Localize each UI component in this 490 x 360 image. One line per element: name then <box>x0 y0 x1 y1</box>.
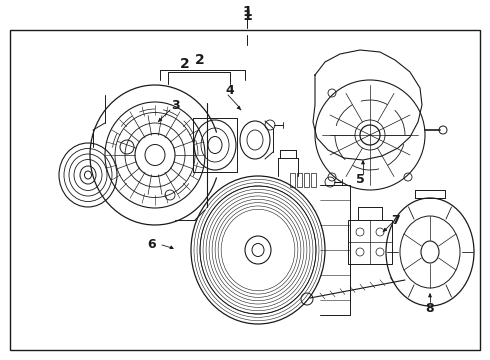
Text: 1: 1 <box>242 5 252 19</box>
Bar <box>304 173 309 187</box>
Text: 1: 1 <box>242 9 252 23</box>
Text: 2: 2 <box>195 53 205 67</box>
Text: 5: 5 <box>356 172 365 185</box>
Text: 2: 2 <box>180 57 190 71</box>
Text: 6: 6 <box>147 239 156 252</box>
Bar <box>10 30 480 350</box>
Bar <box>348 220 392 264</box>
Bar <box>311 173 316 187</box>
Text: 7: 7 <box>391 213 399 226</box>
Text: 3: 3 <box>171 99 179 112</box>
Text: 8: 8 <box>426 302 434 315</box>
Bar <box>297 173 302 187</box>
Text: 4: 4 <box>225 84 234 96</box>
Bar <box>290 173 295 187</box>
